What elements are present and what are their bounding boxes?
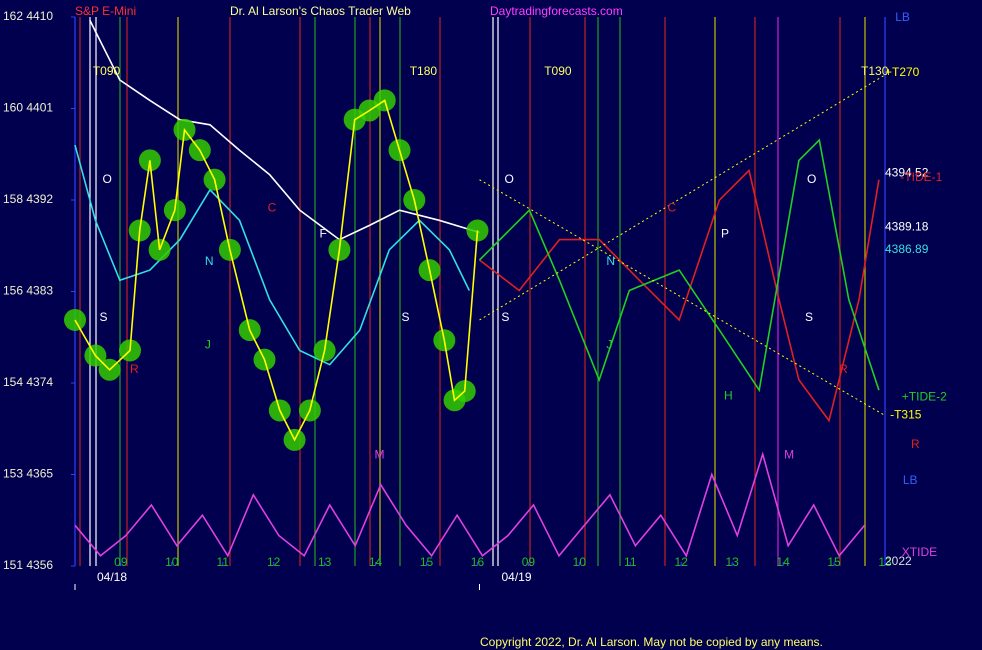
annotation: +T270 [885,65,920,79]
x-tick-label: 13 [318,555,332,569]
x-tick-label: 09 [114,555,128,569]
x-tick-label: 12 [267,555,281,569]
x-tick-label: 10 [573,555,587,569]
annotation: R [130,362,139,376]
annotation: T090 [544,64,572,78]
annotation: O [103,172,112,186]
annotation: J [606,338,612,352]
copyright: Copyright 2022, Dr. Al Larson. May not b… [480,635,823,649]
annotation: R [839,362,848,376]
annotation: M [375,447,385,461]
x-tick-label: 15 [827,555,841,569]
annotation: XTIDE [902,545,937,559]
annotation: T130 [861,64,889,78]
y-tick-label: 151 4356 [3,558,53,572]
date-label: 04/19 [501,570,531,584]
x-tick-label: 11 [217,555,230,569]
annotation: R [911,437,920,451]
annotation: N [205,254,214,268]
y-tick-label: 156 4383 [3,284,53,298]
x-tick-label: 13 [878,555,892,569]
annotation: O [807,172,816,186]
x-tick-label: 12 [675,555,689,569]
annotation: O [504,172,513,186]
annotation: C [667,200,676,214]
annotation: 2022 [885,554,912,568]
annotation: +TIDE-2 [902,389,947,403]
annotation: T180 [410,64,438,78]
site-name: Daytradingforecasts.com [490,4,623,18]
y-tick-label: 154 4374 [3,375,53,389]
annotation: LB [903,473,918,487]
annotation: N [606,254,615,268]
y-tick-label: 162 4410 [3,9,53,23]
annotation: F [320,227,327,241]
series-line [479,168,880,423]
series-line [74,451,866,558]
x-tick-label: 14 [369,555,383,569]
x-tick-label: 11 [624,555,637,569]
x-tick-label: 13 [725,555,739,569]
annotation: -T315 [890,408,922,422]
annotation: -TIDE-1 [900,170,942,184]
annotation: S [501,310,509,324]
series-line [74,144,471,366]
x-tick-label: 16 [471,555,485,569]
annotation: P [721,227,729,241]
series-line [479,179,886,416]
annotation: S [402,310,410,324]
x-tick-label: 15 [420,555,434,569]
annotation: C [268,200,277,214]
annotation: J [205,338,211,352]
annotation: 4389.18 [885,220,929,234]
chart-subtitle: S&P E-Mini [75,4,136,18]
date-label: 04/18 [97,570,127,584]
annotation: S [805,310,813,324]
chart-title: Dr. Al Larson's Chaos Trader Web [230,4,411,18]
series-line [74,99,479,442]
annotation: H [724,388,733,402]
x-tick-label: 10 [165,555,179,569]
annotation: M [784,447,794,461]
annotation: S [99,310,107,324]
x-tick-label: 09 [522,555,536,569]
y-tick-label: 153 4365 [3,467,53,481]
annotation: T090 [93,64,121,78]
series-line [479,74,886,321]
y-tick-label: 158 4392 [3,192,53,206]
annotation: 4394.52 [885,166,929,180]
price-dot [64,308,86,331]
y-tick-label: 160 4401 [3,101,53,115]
annotation: LB [895,10,910,24]
annotation: 4386.89 [885,242,929,256]
series-line [478,138,880,393]
x-tick-label: 14 [776,555,790,569]
series-line [89,19,480,241]
